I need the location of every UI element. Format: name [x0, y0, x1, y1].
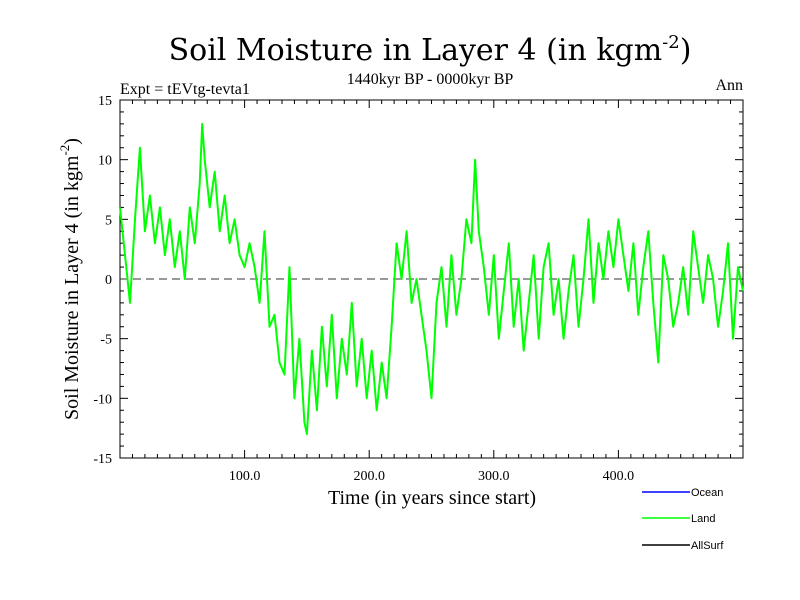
y-axis-label-suffix: ): [61, 138, 83, 145]
y-tick-label: 15: [98, 94, 112, 109]
legend-allsurf-label: AllSurf: [691, 540, 724, 552]
x-tick-label: 300.0: [478, 469, 510, 484]
season-label: Ann: [715, 77, 743, 94]
legend: Ocean Land AllSurf: [642, 487, 724, 552]
x-tick-label: 400.0: [603, 469, 635, 484]
legend-ocean-label: Ocean: [691, 487, 723, 499]
series-line-land: [119, 122, 744, 436]
y-tick-label: -15: [93, 452, 112, 467]
y-tick-label: -10: [93, 392, 112, 407]
y-tick-label: -5: [100, 333, 112, 348]
y-tick-label: 0: [105, 273, 112, 288]
y-axis-label-main: Soil Moisture in Layer 4 (in kgm: [61, 155, 83, 420]
chart-title-superscript: -2: [662, 32, 680, 53]
y-tick-label: 5: [105, 213, 112, 228]
y-axis-label-superscript: -2: [57, 145, 72, 156]
x-axis-label: Time (in years since start): [328, 487, 536, 509]
time-range-label: 1440kyr BP - 0000kyr BP: [347, 71, 514, 88]
chart-title-main: Soil Moisture in Layer 4 (in kgm: [169, 33, 663, 68]
x-tick-label: 200.0: [353, 469, 385, 484]
legend-land-label: Land: [691, 513, 715, 525]
chart-title: Soil Moisture in Layer 4 (in kgm-2): [169, 32, 692, 68]
series-group: [119, 122, 744, 436]
x-tick-label: 100.0: [229, 469, 261, 484]
experiment-label: Expt = tEVtg-tevta1: [120, 81, 250, 98]
y-axis-label: Soil Moisture in Layer 4 (in kgm-2): [57, 138, 83, 420]
y-tick-label: 10: [98, 154, 112, 169]
chart-title-suffix: ): [680, 33, 692, 68]
